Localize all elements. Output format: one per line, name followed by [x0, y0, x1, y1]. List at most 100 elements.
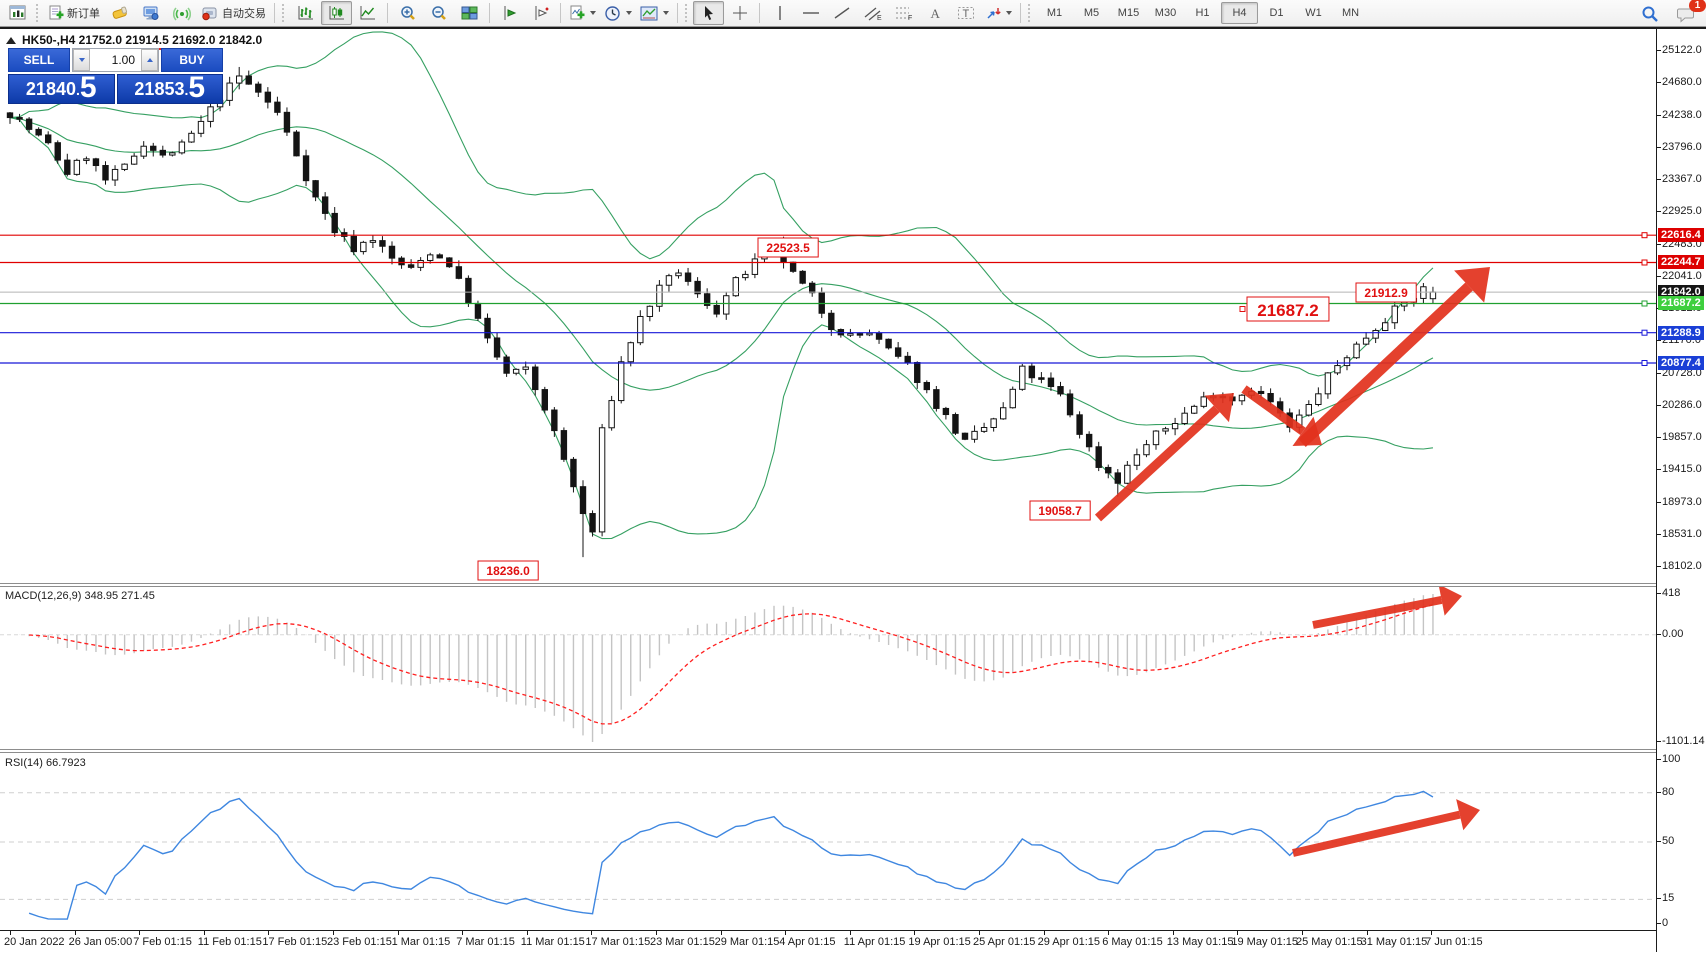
trend-arrow[interactable]	[1312, 587, 1462, 629]
search-icon	[1642, 6, 1658, 22]
autotrading-button[interactable]: 自动交易	[197, 1, 270, 25]
new-order-icon	[49, 5, 64, 20]
timeframe-button-mn[interactable]: MN	[1341, 7, 1360, 19]
volume-decrement-button[interactable]	[73, 49, 90, 71]
one-click-trading-panel: SELL 1.00 BUY 21840. 5 21853. 5	[8, 48, 223, 104]
trend-arrow[interactable]	[1298, 267, 1490, 448]
candlestick-chart-button[interactable]	[321, 1, 352, 25]
time-tick-label: 26 Jan 05:00	[68, 936, 133, 948]
chart-shift-icon	[535, 6, 549, 20]
volume-stepper: 1.00	[72, 48, 159, 72]
new-order-label: 新订单	[67, 8, 100, 20]
channel-tool-button[interactable]: E	[857, 1, 888, 25]
terminal-button[interactable]	[135, 1, 166, 25]
trend-arrow[interactable]	[1292, 799, 1480, 857]
toolbar-grip	[1028, 4, 1033, 22]
zoom-out-button[interactable]	[423, 1, 454, 25]
time-tick-mark	[333, 931, 334, 935]
line-chart-button[interactable]	[352, 1, 383, 25]
label-tool-button[interactable]: T	[950, 1, 981, 25]
chart-title-row: HK50-,H4 21752.0 21914.5 21692.0 21842.0	[6, 33, 262, 47]
time-tick-label: 13 May 01:15	[1166, 936, 1234, 948]
text-tool-button[interactable]: A	[919, 1, 950, 25]
price-annotation-label[interactable]: 21912.9	[1355, 282, 1417, 303]
candlestick-chart-icon	[329, 6, 344, 20]
collapse-panel-icon[interactable]	[6, 36, 16, 44]
new-chart-button[interactable]	[2, 1, 33, 25]
price-line-badge: 21842.0	[1658, 285, 1704, 300]
time-tick-label: 7 Feb 01:15	[133, 936, 192, 948]
price-annotation-label[interactable]: 22523.5	[757, 237, 819, 258]
new-order-button[interactable]: 新订单	[44, 1, 104, 25]
chart-shift-button[interactable]	[525, 1, 556, 25]
timeframe-button-h1[interactable]: H1	[1195, 7, 1210, 19]
price-annotations[interactable]: 22523.5 21687.2 21912.9 19058.7 18236.0	[477, 237, 1417, 581]
time-tick-mark	[74, 931, 76, 935]
price-annotation-label[interactable]: 19058.7	[1029, 500, 1091, 521]
subwindow-divider[interactable]	[0, 749, 1656, 753]
text-icon: A	[930, 6, 940, 21]
timeframe-button-w1[interactable]: W1	[1305, 7, 1322, 19]
vertical-line-tool-button[interactable]	[764, 1, 795, 25]
search-button[interactable]	[1634, 2, 1665, 26]
trendline-tool-button[interactable]	[826, 1, 857, 25]
metaeditor-button[interactable]	[104, 1, 135, 25]
rsi-tick-label: 100	[1657, 753, 1680, 765]
price-annotation-label[interactable]: 21687.2	[1239, 296, 1330, 322]
timeframe-button-h4[interactable]: H4	[1221, 2, 1258, 24]
timeframe-button-m30[interactable]: M30	[1154, 7, 1177, 19]
zoom-in-button[interactable]	[392, 1, 423, 25]
chevron-down-icon	[626, 11, 632, 15]
crosshair-tool-button[interactable]	[724, 1, 755, 25]
price-tick-label: 24680.0	[1657, 76, 1702, 88]
buy-price-main: 21853	[134, 79, 185, 99]
templates-button[interactable]	[636, 1, 673, 25]
subwindow-divider[interactable]	[0, 583, 1656, 587]
periods-button[interactable]	[600, 1, 636, 25]
buy-button[interactable]: BUY	[161, 48, 223, 72]
price-annotation-label[interactable]: 18236.0	[477, 560, 539, 581]
timeframe-button-m5[interactable]: M5	[1083, 7, 1100, 19]
indicators-button[interactable]	[565, 1, 600, 25]
horizontal-line-tool-button[interactable]	[795, 1, 826, 25]
auto-scroll-button[interactable]	[494, 1, 525, 25]
notifications-button[interactable]: 1	[1671, 0, 1706, 26]
time-tick-mark	[1431, 931, 1433, 935]
time-tick-label: 20 Jan 2022	[4, 936, 65, 948]
time-tick-label: 25 May 01:15	[1296, 936, 1363, 948]
autotrading-label: 自动交易	[222, 8, 266, 20]
time-axis[interactable]: 20 Jan 2022 26 Jan 05:00 7 Feb 01:15 11 Feb…	[0, 930, 1656, 953]
timeframe-button-d1[interactable]: D1	[1269, 7, 1284, 19]
svg-text:22523.5: 22523.5	[766, 241, 810, 255]
time-tick-label: 23 Mar 01:15	[650, 936, 715, 948]
fibonacci-tool-button[interactable]: F	[888, 1, 919, 25]
equidistant-channel-icon: E	[864, 7, 882, 21]
templates-icon	[640, 6, 658, 20]
tile-windows-button[interactable]	[454, 1, 485, 25]
cursor-icon	[705, 6, 713, 20]
sell-button[interactable]: SELL	[8, 48, 70, 72]
price-tick-label: 19415.0	[1657, 463, 1702, 475]
price-axis[interactable]: 25122.0 24680.0 24238.0 23796.0 23367.0 22925…	[1656, 29, 1706, 952]
signals-button[interactable]	[166, 1, 197, 25]
rsi-tick-label: 15	[1657, 892, 1674, 904]
chart-window: HK50-,H4 21752.0 21914.5 21692.0 21842.0…	[0, 27, 1706, 953]
volume-increment-button[interactable]	[141, 49, 158, 71]
rsi-subchart	[0, 754, 1656, 930]
bar-chart-button[interactable]	[290, 1, 321, 25]
timeframe-button-m15[interactable]: M15	[1117, 7, 1140, 19]
buy-price-display[interactable]: 21853. 5	[116, 73, 223, 104]
arrows-tool-button[interactable]	[981, 1, 1016, 25]
chevron-down-icon	[1006, 11, 1012, 15]
cursor-tool-button[interactable]	[693, 1, 724, 25]
volume-input[interactable]: 1.00	[111, 53, 135, 67]
buy-price-dot: .	[184, 82, 189, 98]
time-tick-label: 1 Mar 01:15	[391, 936, 451, 948]
trend-arrow[interactable]	[1094, 393, 1234, 522]
time-tick-mark	[1237, 931, 1239, 935]
timeframe-button-m1[interactable]: M1	[1046, 7, 1063, 19]
sell-price-dot: .	[75, 82, 80, 98]
sell-price-display[interactable]: 21840. 5	[8, 73, 115, 104]
indicators-icon	[570, 5, 585, 20]
price-tick-label: 23367.0	[1657, 173, 1702, 185]
